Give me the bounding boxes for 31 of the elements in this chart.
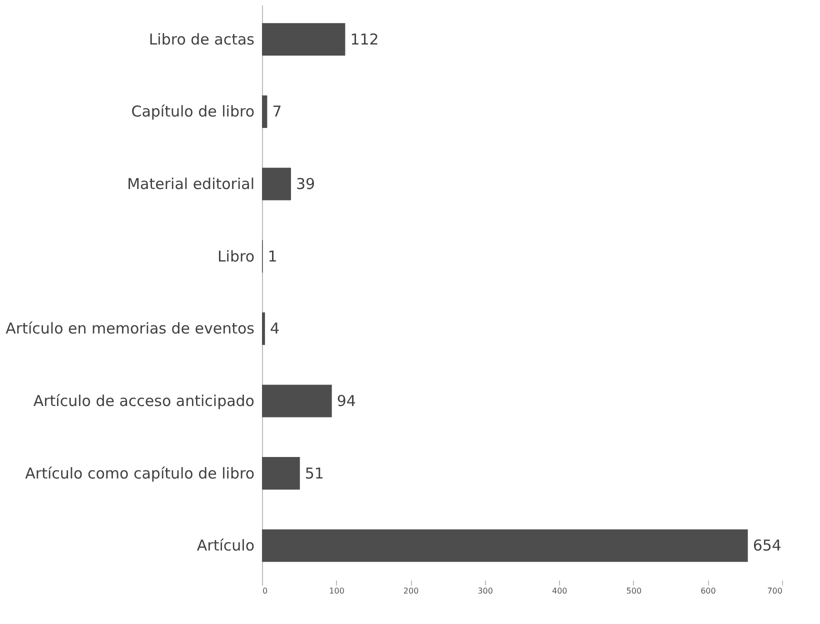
data-label: 7 — [272, 102, 282, 121]
x-tick-label: 0 — [262, 586, 268, 596]
y-tick-label: Artículo — [196, 536, 254, 555]
data-label: 112 — [350, 30, 379, 48]
bar — [262, 384, 332, 418]
bar — [262, 168, 291, 200]
bar — [262, 95, 268, 128]
data-label: 51 — [304, 464, 324, 482]
x-tick-label: 300 — [478, 586, 493, 596]
x-tick-label: 100 — [329, 586, 344, 596]
data-label: 1 — [268, 247, 278, 266]
x-tick-label: 200 — [403, 586, 419, 596]
y-tick-label: Artículo en memorias de eventos — [6, 320, 255, 338]
x-tick-label: 400 — [552, 586, 568, 596]
x-tick-label: 500 — [626, 586, 642, 596]
data-label: 654 — [752, 536, 782, 555]
x-tick-label: 700 — [767, 586, 782, 596]
y-tick-label: Artículo de acceso anticipado — [33, 392, 254, 410]
y-tick-label: Artículo como capítulo de libro — [25, 464, 254, 482]
x-tick-label: 600 — [700, 586, 716, 596]
y-tick-label: Capítulo de libro — [131, 102, 254, 121]
data-label: 4 — [270, 320, 280, 338]
bar — [262, 312, 265, 345]
y-tick-label: Libro de actas — [148, 30, 255, 48]
data-label: 94 — [336, 392, 356, 410]
y-tick-label: Libro — [217, 247, 254, 266]
y-tick-label: Material editorial — [127, 175, 254, 194]
data-label: 39 — [296, 175, 316, 194]
bar — [262, 457, 300, 490]
bar — [262, 529, 748, 562]
bar — [262, 23, 346, 56]
